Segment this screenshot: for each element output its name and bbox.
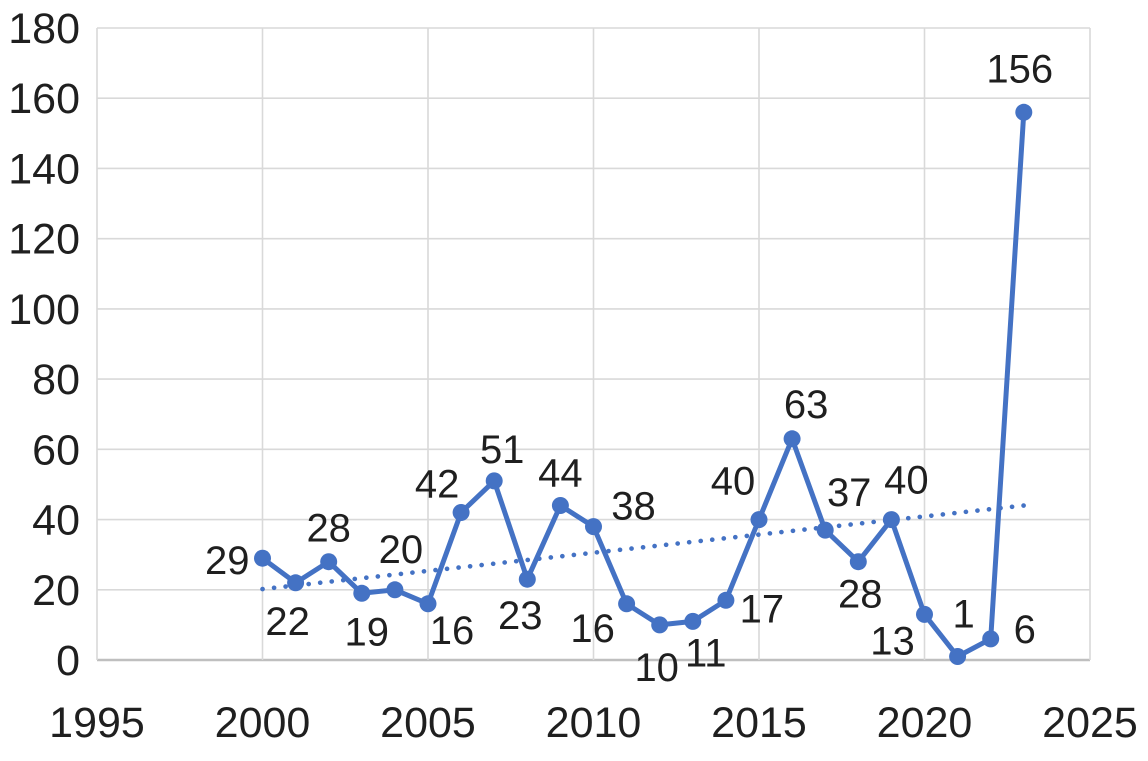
data-point-marker: [618, 595, 636, 613]
y-tick-label: 60: [32, 426, 80, 474]
data-point-marker: [386, 581, 404, 599]
data-point-marker: [849, 553, 867, 571]
data-label: 10: [634, 646, 679, 690]
data-label: 37: [827, 471, 872, 515]
data-label: 1: [952, 593, 974, 637]
x-tick-label: 2020: [877, 699, 973, 747]
x-tick-label: 1995: [49, 699, 145, 747]
data-label: 20: [379, 528, 424, 572]
data-label: 28: [838, 573, 883, 617]
data-label: 40: [884, 459, 929, 503]
x-tick-label: 2025: [1042, 699, 1138, 747]
data-point-marker: [717, 591, 735, 609]
x-tick-label: 2010: [546, 699, 642, 747]
data-point-marker: [783, 430, 801, 448]
data-label: 23: [498, 594, 543, 638]
data-point-marker: [551, 497, 569, 514]
data-label: 28: [306, 507, 351, 551]
data-label: 22: [265, 600, 310, 644]
y-tick-label: 40: [32, 497, 80, 545]
x-axis-labels: 1995 2000 2005 2010 2015 2020 2025: [49, 699, 1138, 747]
y-axis-labels: 0 20 40 60 80 100 120 140 160 180: [8, 5, 80, 685]
y-tick-label: 100: [8, 286, 80, 334]
data-point-marker: [287, 574, 305, 592]
data-point-marker: [982, 630, 1000, 648]
data-point-marker: [1015, 103, 1033, 121]
y-tick-label: 80: [32, 356, 80, 404]
data-point-markers: [254, 103, 1033, 665]
data-label: 44: [538, 452, 583, 496]
data-point-marker: [452, 504, 470, 521]
data-point-marker: [949, 648, 967, 665]
data-point-marker: [816, 521, 834, 539]
data-label: 17: [740, 587, 785, 631]
data-point-marker: [419, 595, 437, 613]
data-point-marker: [916, 605, 933, 623]
y-tick-label: 160: [8, 75, 80, 123]
data-label: 38: [611, 485, 656, 529]
x-tick-label: 2005: [380, 699, 476, 747]
data-point-marker: [684, 612, 702, 630]
data-point-marker: [485, 472, 503, 490]
data-label: 19: [345, 610, 390, 654]
data-label: 42: [415, 463, 460, 507]
data-point-marker: [882, 511, 900, 529]
data-point-marker: [651, 616, 669, 634]
data-label: 156: [986, 47, 1053, 91]
y-tick-label: 20: [32, 567, 80, 615]
y-tick-label: 0: [56, 637, 80, 685]
data-label: 6: [1014, 608, 1036, 652]
data-point-marker: [518, 570, 536, 588]
data-label: 16: [570, 607, 615, 651]
data-label: 11: [685, 631, 727, 675]
data-point-marker: [320, 553, 338, 571]
data-point-marker: [353, 584, 371, 602]
data-label: 16: [430, 609, 475, 653]
data-label: 29: [205, 539, 250, 583]
data-label: 51: [480, 428, 525, 472]
y-tick-label: 120: [8, 216, 80, 264]
data-label: 63: [784, 383, 829, 427]
data-point-marker: [585, 518, 602, 536]
x-tick-label: 2015: [711, 699, 807, 747]
y-tick-label: 180: [8, 5, 80, 53]
x-tick-label: 2000: [215, 699, 311, 747]
y-tick-label: 140: [8, 145, 80, 193]
data-point-marker: [254, 549, 271, 567]
data-label: 13: [870, 619, 915, 663]
data-point-marker: [750, 511, 768, 529]
data-label: 40: [711, 460, 756, 504]
